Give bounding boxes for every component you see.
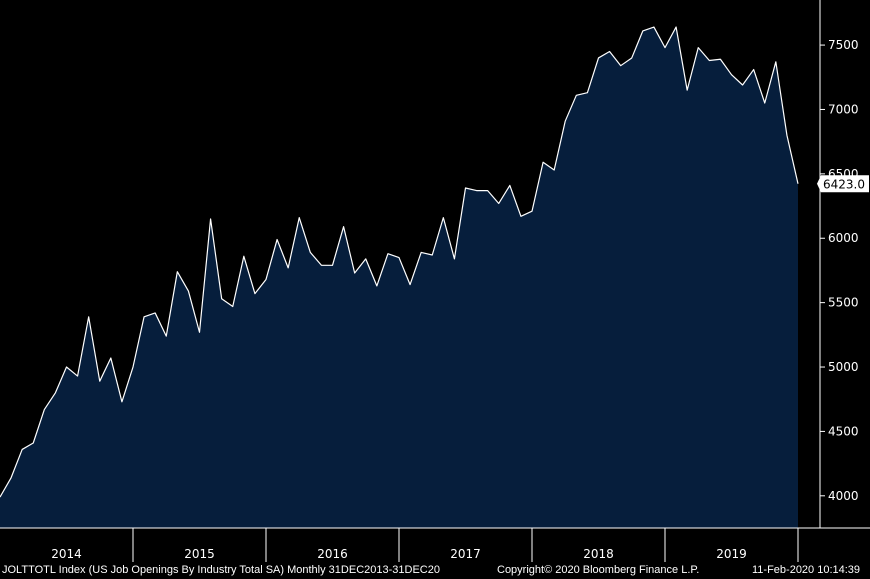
x-tick-label: 2017 <box>450 547 481 561</box>
y-tick-label: 7500 <box>828 38 859 52</box>
last-value-marker: 6423.0 <box>817 175 869 193</box>
y-tick-label: 6000 <box>828 231 859 245</box>
y-tick-label: 4500 <box>828 424 859 438</box>
footer: JOLTTOTL Index (US Job Openings By Indus… <box>0 562 870 579</box>
last-value-label: 6423.0 <box>823 177 865 191</box>
timestamp: 11-Feb-2020 10:14:39 <box>752 564 861 576</box>
series-line <box>0 26 799 498</box>
x-tick-label: 2015 <box>184 547 215 561</box>
x-tick-label: 2019 <box>716 547 747 561</box>
x-tick-label: 2016 <box>317 547 348 561</box>
x-axis: 2014 2015 2016 2017 2018 2019 <box>51 528 799 562</box>
y-tick-label: 5000 <box>828 360 859 374</box>
y-tick-label: 4000 <box>828 489 859 503</box>
copyright-notice: Copyright© 2020 Bloomberg Finance L.P. <box>497 564 700 576</box>
y-tick-label: 5500 <box>828 296 859 310</box>
y-tick-label: 7000 <box>828 102 859 116</box>
security-description: JOLTTOTL Index (US Job Openings By Indus… <box>2 564 440 576</box>
area-series-fill <box>0 27 798 528</box>
x-tick-label: 2014 <box>51 547 82 561</box>
plot-area <box>0 26 799 528</box>
x-tick-label: 2018 <box>583 547 614 561</box>
last-value-box <box>817 175 869 193</box>
